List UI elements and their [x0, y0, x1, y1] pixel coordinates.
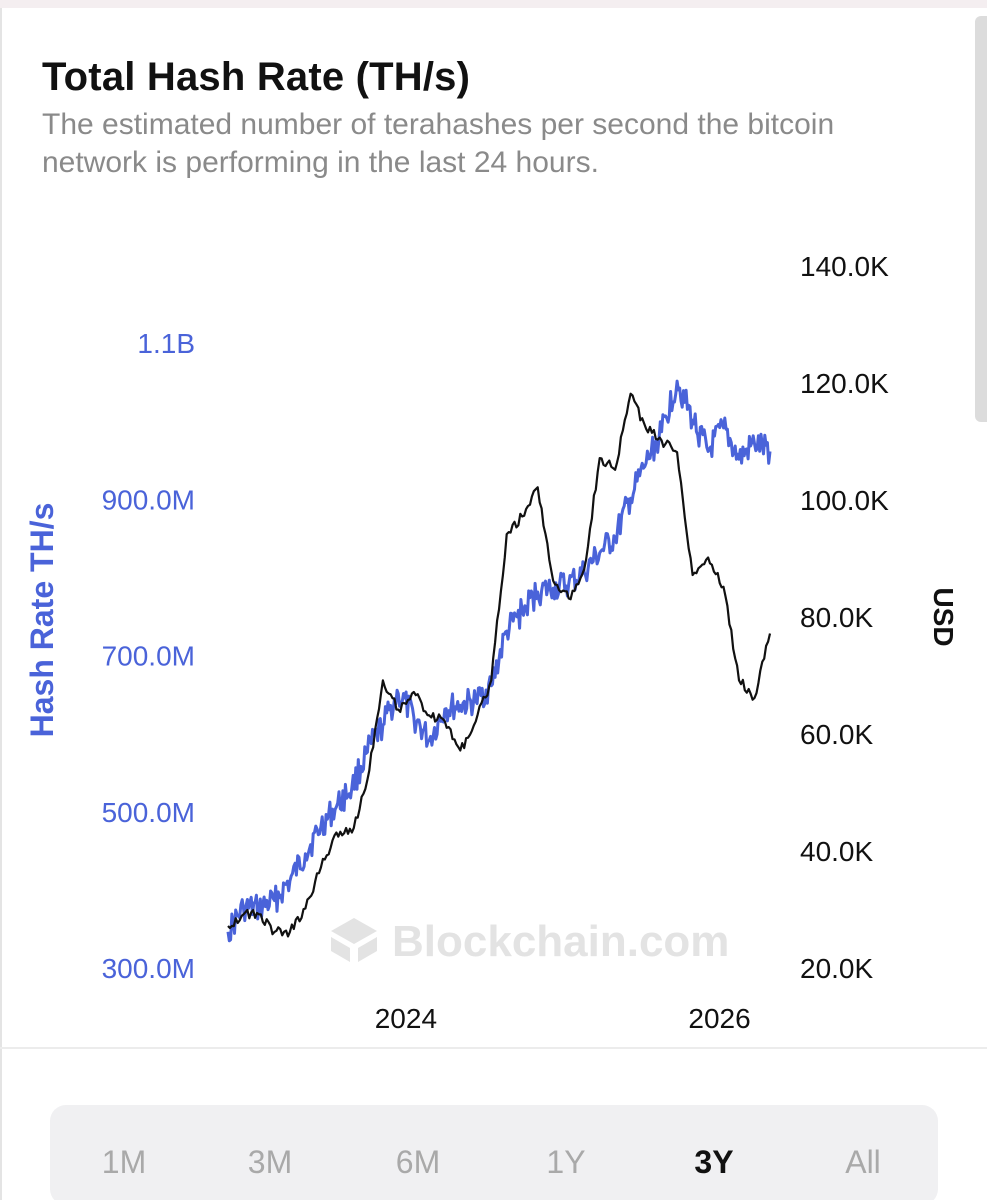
range-button-1m[interactable]: 1M: [101, 1144, 147, 1180]
right-tick-label: 80.0K: [800, 602, 873, 633]
range-button-6m[interactable]: 6M: [395, 1144, 441, 1180]
right-tick-label: 140.0K: [800, 251, 889, 282]
watermark-text: Blockchain.com: [392, 917, 729, 966]
left-border: [0, 8, 2, 1200]
left-tick-label: 700.0M: [102, 641, 195, 672]
chart-subtitle: The estimated number of terahashes per s…: [42, 106, 982, 182]
left-tick-label: 1.1B: [137, 328, 195, 359]
scrollbar[interactable]: [975, 8, 987, 1200]
left-tick-label: 900.0M: [102, 484, 195, 515]
series-layer: [226, 379, 772, 943]
blockchain-logo-icon: [331, 918, 377, 962]
divider: [0, 1047, 987, 1049]
x-tick-label: 2024: [375, 1003, 437, 1034]
right-tick-label: 20.0K: [800, 953, 873, 984]
left-axis-ticks: 1.1B 900.0M 700.0M 500.0M 300.0M: [102, 328, 195, 984]
range-button-1y[interactable]: 1Y: [546, 1144, 586, 1180]
x-tick-label: 2026: [688, 1003, 750, 1034]
right-tick-label: 120.0K: [800, 368, 889, 399]
right-axis-label: USD: [928, 587, 959, 646]
time-range-selector: [50, 1105, 938, 1200]
x-axis-ticks: 2024 2026: [375, 1003, 751, 1034]
range-button-3y[interactable]: 3Y: [694, 1144, 734, 1180]
left-tick-label: 300.0M: [102, 953, 195, 984]
right-tick-label: 40.0K: [800, 836, 873, 867]
top-bar: [0, 0, 987, 8]
usd-price-series-line: [227, 392, 772, 938]
hash-rate-chart: Blockchain.com 1.1B 900.0M 700.0M 500.0M 300…: [24, 251, 959, 1034]
hash-rate-series-line: [226, 379, 772, 943]
range-button-3m[interactable]: 3M: [247, 1144, 293, 1180]
chart-title: Total Hash Rate (TH/s): [42, 55, 471, 99]
left-tick-label: 500.0M: [102, 797, 195, 828]
watermark: Blockchain.com: [331, 917, 729, 966]
range-button-all[interactable]: All: [845, 1144, 881, 1180]
scrollbar-thumb[interactable]: [975, 16, 987, 422]
subtitle-line-2: network is performing in the last 24 hou…: [42, 146, 599, 179]
right-axis-ticks: 140.0K 120.0K 100.0K 80.0K 60.0K 40.0K 20.0K: [800, 251, 889, 984]
right-tick-label: 100.0K: [800, 485, 889, 516]
left-axis-label: Hash Rate TH/s: [24, 503, 60, 738]
subtitle-line-1: The estimated number of terahashes per s…: [42, 108, 835, 141]
right-tick-label: 60.0K: [800, 719, 873, 750]
